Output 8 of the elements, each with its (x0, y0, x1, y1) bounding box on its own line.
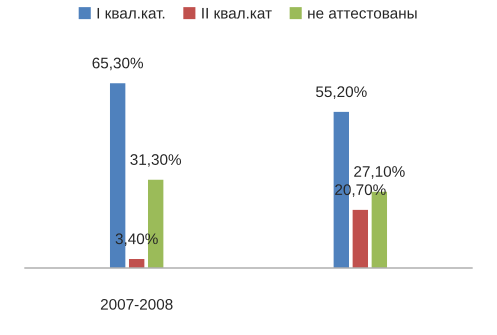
legend-label: не аттестованы (308, 10, 417, 19)
data-label: 65,30% (92, 58, 144, 70)
legend-label: II квал.кат (202, 8, 272, 19)
legend-label: I квал.кат. (98, 8, 164, 19)
data-label: 31,30% (130, 154, 182, 167)
data-label: 55,20% (316, 86, 367, 99)
data-label: 27,10% (354, 166, 405, 179)
x-tick-label: 2007-2008 (100, 298, 173, 310)
